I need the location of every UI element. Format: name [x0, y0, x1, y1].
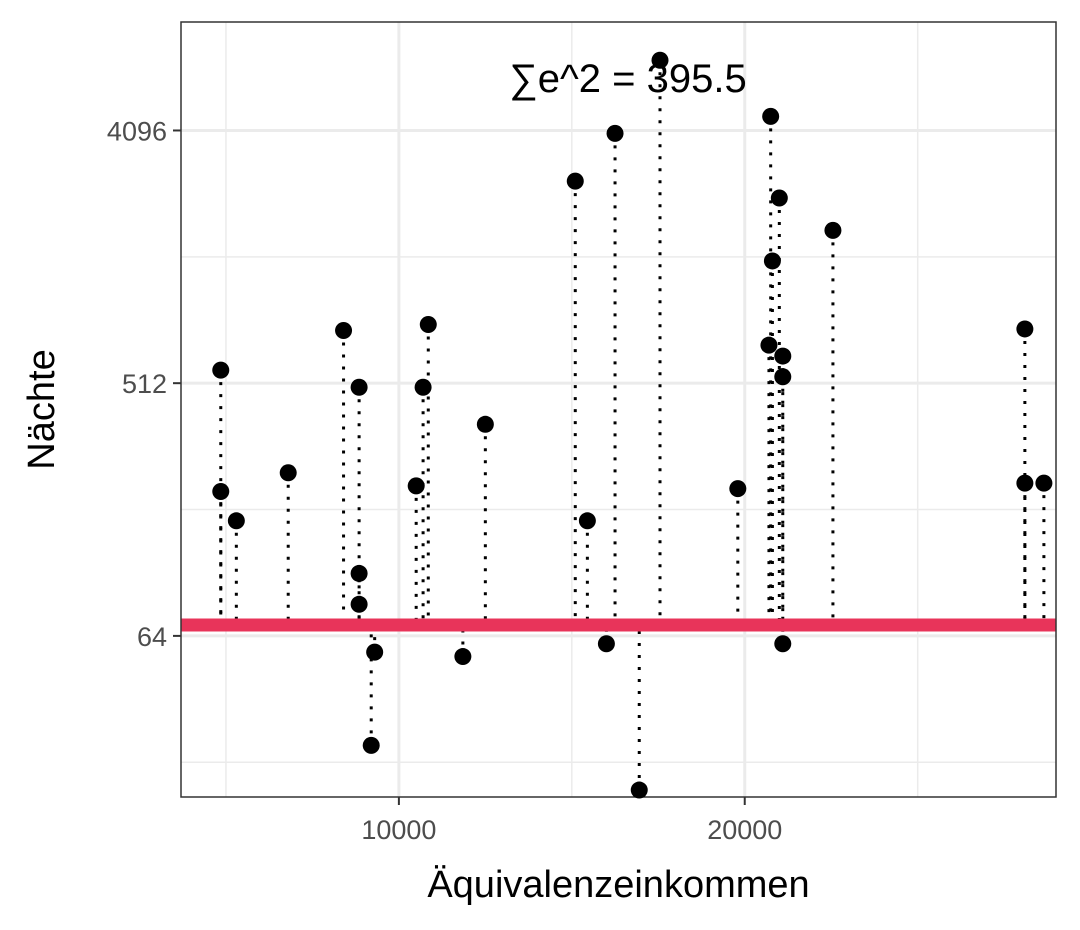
data-point [762, 107, 780, 125]
data-point [279, 464, 297, 482]
x-tick-label: 20000 [707, 815, 782, 845]
sum-squared-residuals-annotation: ∑e^2 = 395.5 [509, 57, 746, 101]
data-point [729, 480, 747, 498]
data-point [774, 347, 792, 365]
data-point [566, 172, 584, 190]
data-point [1035, 474, 1053, 492]
data-point [350, 595, 368, 613]
data-point [454, 648, 472, 666]
data-point [212, 482, 230, 500]
data-point [760, 336, 778, 354]
data-point [362, 736, 380, 754]
data-point [1016, 474, 1034, 492]
data-point [770, 189, 788, 207]
data-points [212, 51, 1053, 799]
data-point [824, 221, 842, 239]
data-point [476, 415, 494, 433]
data-point [763, 252, 781, 270]
data-point [774, 368, 792, 386]
y-tick-label: 64 [137, 622, 167, 652]
data-point [227, 512, 245, 530]
data-point [212, 361, 230, 379]
data-point [1016, 320, 1034, 338]
x-axis-title: Äquivalenzeinkommen [427, 864, 809, 906]
y-axis-title: Nächte [21, 349, 63, 469]
data-point [407, 477, 425, 495]
axis-ticks: 10000 20000 64 512 4096 [107, 116, 782, 845]
data-point [350, 564, 368, 582]
panel-border [180, 21, 1057, 798]
data-point [651, 51, 669, 69]
data-point [414, 378, 432, 396]
data-point [350, 378, 368, 396]
x-tick-label: 10000 [361, 815, 436, 845]
data-point [597, 635, 615, 653]
data-point [774, 635, 792, 653]
y-tick-label: 4096 [107, 116, 167, 146]
data-point [419, 315, 437, 333]
data-point [366, 643, 384, 661]
data-point [606, 124, 624, 142]
data-point [630, 781, 648, 799]
data-point [335, 321, 353, 339]
y-tick-label: 512 [122, 369, 167, 399]
data-point [578, 512, 596, 530]
